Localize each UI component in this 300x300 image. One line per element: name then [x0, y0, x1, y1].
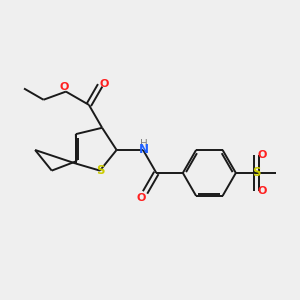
Text: N: N [139, 143, 149, 157]
Text: O: O [137, 193, 146, 203]
Text: O: O [100, 79, 109, 89]
Text: H: H [140, 139, 148, 148]
Text: O: O [257, 150, 266, 160]
Text: S: S [252, 167, 261, 179]
Text: O: O [60, 82, 69, 92]
Text: S: S [96, 164, 105, 177]
Text: O: O [257, 186, 266, 196]
